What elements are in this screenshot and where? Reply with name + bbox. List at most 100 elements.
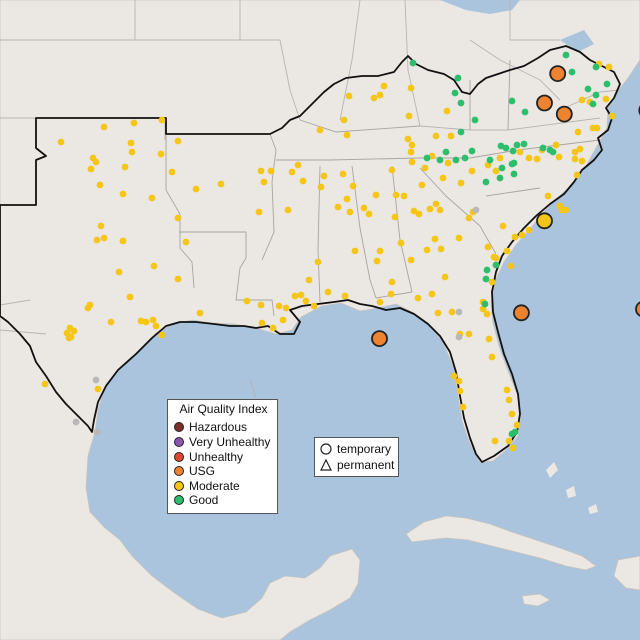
monitor-dot[interactable] (346, 208, 354, 216)
monitor-dot[interactable] (115, 268, 123, 276)
monitor-dot[interactable] (573, 171, 581, 179)
monitor-dot[interactable] (439, 174, 447, 182)
monitor-dot[interactable] (196, 309, 204, 317)
monitor-dot[interactable] (152, 322, 160, 330)
monitor-dot[interactable] (457, 99, 465, 107)
monitor-dot[interactable] (472, 206, 480, 214)
monitor-dot[interactable] (441, 273, 449, 281)
monitor-dot[interactable] (508, 160, 516, 168)
monitor-dot[interactable] (370, 94, 378, 102)
site-marker-usg[interactable] (555, 105, 573, 123)
monitor-dot[interactable] (549, 148, 557, 156)
monitor-dot[interactable] (511, 233, 519, 241)
monitor-dot[interactable] (302, 297, 310, 305)
monitor-dot[interactable] (87, 165, 95, 173)
monitor-dot[interactable] (465, 214, 473, 222)
monitor-dot[interactable] (507, 262, 515, 270)
monitor-dot[interactable] (456, 387, 464, 395)
monitor-dot[interactable] (142, 318, 150, 326)
monitor-dot[interactable] (258, 319, 266, 327)
monitor-dot[interactable] (502, 144, 510, 152)
monitor-dot[interactable] (282, 304, 290, 312)
monitor-dot[interactable] (397, 239, 405, 247)
monitor-dot[interactable] (260, 178, 268, 186)
monitor-dot[interactable] (492, 254, 500, 262)
monitor-dot[interactable] (455, 377, 463, 385)
monitor-dot[interactable] (571, 155, 579, 163)
monitor-dot[interactable] (486, 156, 494, 164)
monitor-dot[interactable] (492, 261, 500, 269)
monitor-dot[interactable] (324, 288, 332, 296)
monitor-dot[interactable] (127, 139, 135, 147)
monitor-dot[interactable] (421, 164, 429, 172)
monitor-dot[interactable] (482, 275, 490, 283)
monitor-dot[interactable] (457, 179, 465, 187)
monitor-dot[interactable] (436, 156, 444, 164)
monitor-dot[interactable] (455, 234, 463, 242)
monitor-dot[interactable] (65, 334, 73, 342)
monitor-dot[interactable] (423, 246, 431, 254)
monitor-dot[interactable] (373, 257, 381, 265)
monitor-dot[interactable] (568, 68, 576, 76)
monitor-dot[interactable] (459, 403, 467, 411)
monitor-dot[interactable] (434, 309, 442, 317)
monitor-dot[interactable] (41, 380, 49, 388)
monitor-dot[interactable] (380, 82, 388, 90)
site-marker-usg[interactable] (635, 301, 640, 317)
monitor-dot[interactable] (310, 302, 318, 310)
monitor-dot[interactable] (269, 324, 277, 332)
monitor-dot[interactable] (192, 185, 200, 193)
monitor-dot[interactable] (451, 89, 459, 97)
monitor-dot[interactable] (508, 97, 516, 105)
monitor-dot[interactable] (376, 298, 384, 306)
monitor-dot[interactable] (217, 180, 225, 188)
monitor-dot[interactable] (119, 190, 127, 198)
monitor-dot[interactable] (174, 214, 182, 222)
monitor-dot[interactable] (492, 167, 500, 175)
monitor-dot[interactable] (334, 203, 342, 211)
monitor-dot[interactable] (505, 437, 513, 445)
monitor-dot[interactable] (450, 372, 458, 380)
monitor-dot[interactable] (589, 100, 597, 108)
monitor-dot[interactable] (182, 238, 190, 246)
monitor-dot[interactable] (491, 437, 499, 445)
monitor-dot[interactable] (100, 123, 108, 131)
monitor-dot[interactable] (483, 310, 491, 318)
monitor-dot[interactable] (485, 335, 493, 343)
monitor-dot[interactable] (408, 158, 416, 166)
monitor-dot[interactable] (508, 410, 516, 418)
monitor-dot[interactable] (158, 116, 166, 124)
monitor-dot[interactable] (503, 386, 511, 394)
monitor-dot[interactable] (148, 194, 156, 202)
monitor-dot[interactable] (339, 170, 347, 178)
monitor-dot[interactable] (608, 112, 616, 120)
monitor-dot[interactable] (340, 116, 348, 124)
monitor-dot[interactable] (415, 210, 423, 218)
monitor-dot[interactable] (257, 167, 265, 175)
monitor-dot[interactable] (447, 132, 455, 140)
site-marker-moderate[interactable] (536, 212, 553, 230)
monitor-dot[interactable] (496, 154, 504, 162)
monitor-dot[interactable] (288, 168, 296, 176)
monitor-dot[interactable] (605, 63, 613, 71)
monitor-dot[interactable] (405, 112, 413, 120)
monitor-dot[interactable] (496, 174, 504, 182)
monitor-dot[interactable] (442, 148, 450, 156)
monitor-dot[interactable] (498, 164, 506, 172)
monitor-dot[interactable] (275, 302, 283, 310)
monitor-dot[interactable] (376, 91, 384, 99)
monitor-dot[interactable] (488, 278, 496, 286)
monitor-dot[interactable] (488, 353, 496, 361)
monitor-dot[interactable] (320, 172, 328, 180)
monitor-dot[interactable] (299, 177, 307, 185)
monitor-dot[interactable] (388, 278, 396, 286)
monitor-dot[interactable] (482, 178, 490, 186)
monitor-dot[interactable] (243, 297, 251, 305)
monitor-dot[interactable] (351, 247, 359, 255)
monitor-dot[interactable] (436, 206, 444, 214)
monitor-dot[interactable] (257, 301, 265, 309)
monitor-dot[interactable] (149, 316, 157, 324)
site-marker-usg[interactable] (549, 65, 567, 82)
monitor-dot[interactable] (119, 237, 127, 245)
monitor-dot[interactable] (372, 191, 380, 199)
